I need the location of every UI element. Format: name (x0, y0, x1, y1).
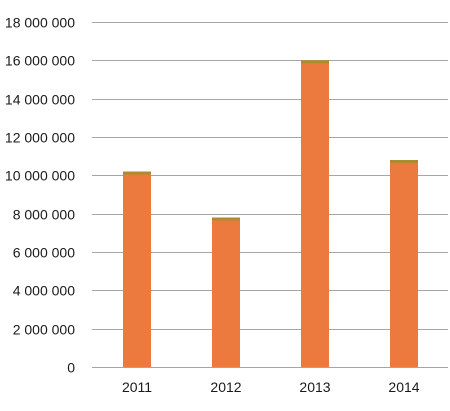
y-tick-label: 4 000 000 (13, 283, 75, 299)
y-tick-label: 14 000 000 (5, 92, 75, 108)
y-tick-label: 2 000 000 (13, 322, 75, 338)
y-axis-tick-labels: 0 2 000 000 4 000 000 6 000 000 8 000 000 10 … (5, 15, 75, 376)
gridlines (92, 22, 448, 368)
x-tick-label: 2011 (122, 379, 152, 395)
x-axis-tick-labels: 2011 2012 2013 2014 (122, 379, 420, 395)
x-tick-label: 2014 (388, 379, 419, 395)
bar-2012 (212, 217, 240, 367)
x-tick-label: 2012 (210, 379, 241, 395)
bar-top-edge-2012 (212, 217, 240, 221)
y-tick-label: 12 000 000 (5, 130, 75, 146)
bars (123, 60, 418, 367)
bar-top-edge-2011 (123, 171, 151, 175)
y-tick-label: 6 000 000 (13, 245, 75, 261)
bar-2013 (301, 60, 329, 367)
y-tick-label: 8 000 000 (13, 207, 75, 223)
bar-2011 (123, 171, 151, 367)
y-tick-label: 0 (67, 360, 75, 376)
y-tick-label: 18 000 000 (5, 15, 75, 31)
bar-top-edge-2014 (390, 160, 418, 163)
x-tick-label: 2013 (299, 379, 330, 395)
y-tick-label: 16 000 000 (5, 53, 75, 69)
y-tick-label: 10 000 000 (5, 168, 75, 184)
bar-2014 (390, 160, 418, 367)
bar-top-edge-2013 (301, 60, 329, 64)
